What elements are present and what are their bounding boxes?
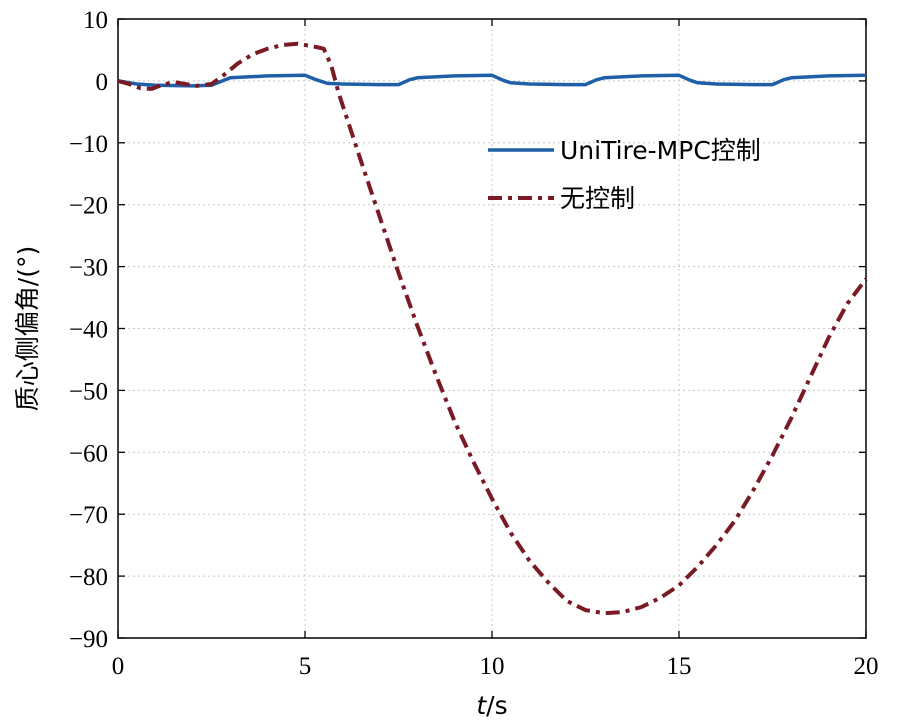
series-line-2	[117, 41, 868, 616]
y-tick-label: −60	[69, 440, 108, 467]
series-lines	[117, 41, 868, 616]
series-line-1	[117, 73, 867, 88]
y-tick-label: 0	[96, 69, 109, 96]
x-axis-title: t/s	[476, 691, 507, 720]
y-tick-label: −50	[69, 378, 108, 405]
x-axis-variable: t	[476, 691, 487, 720]
y-tick-label: −30	[69, 255, 108, 282]
x-tick-label: 0	[112, 653, 125, 680]
x-tick-label: 15	[667, 653, 692, 680]
y-tick-label: −40	[69, 317, 108, 344]
x-tick-label: 10	[480, 653, 505, 680]
x-tick-label: 5	[299, 653, 312, 680]
x-axis-unit: /s	[486, 691, 507, 720]
y-tick-label: −80	[69, 564, 108, 591]
y-tick-label: −20	[69, 193, 108, 220]
y-tick-label: −90	[69, 626, 108, 653]
y-tick-label: −10	[69, 131, 108, 158]
y-tick-label: −70	[69, 502, 108, 529]
legend-label-2: 无控制	[560, 184, 635, 213]
y-axis-title: 质心侧偏角/(°)	[13, 246, 42, 411]
axis-ticks: 100−10−20−30−40−50−60−70−80−900 5 10 15 20	[69, 7, 879, 680]
legend-label-1: UniTire-MPC控制	[560, 136, 761, 165]
y-tick-label: 10	[83, 7, 108, 34]
x-tick-label: 20	[854, 653, 879, 680]
grid-lines	[117, 18, 867, 639]
